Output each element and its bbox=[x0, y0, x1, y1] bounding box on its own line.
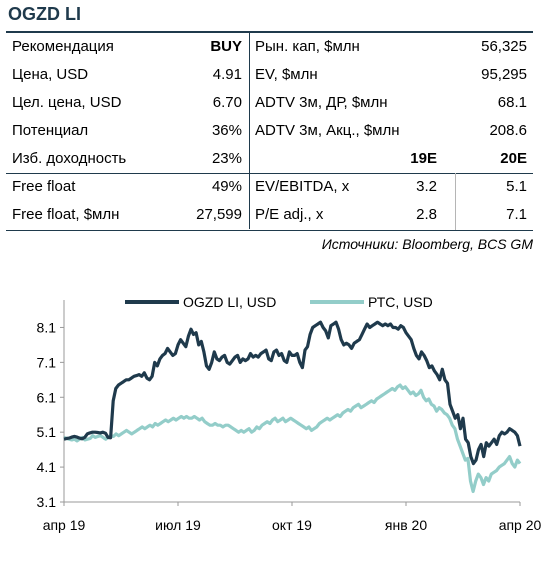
recommendation-label: Рекомендация bbox=[12, 38, 114, 55]
header-19e: 19E bbox=[410, 150, 437, 167]
pe-label: P/E adj., x bbox=[255, 206, 324, 223]
multiples-divider bbox=[455, 173, 456, 230]
table-row: Цена, USD 4.91 EV, $млн 95,295 bbox=[6, 61, 533, 89]
ev-ebitda-label: EV/EBITDA, x bbox=[255, 178, 350, 195]
y-tick-label: 7.1 bbox=[37, 354, 57, 370]
target-price-label: Цел. цена, USD bbox=[12, 94, 122, 111]
ev-ebitda-20e: 5.1 bbox=[506, 178, 527, 195]
market-cap-label: Рын. кап, $млн bbox=[255, 38, 360, 55]
chart-legend: OGZD LI, USD РТС, USD bbox=[125, 294, 433, 310]
column-divider bbox=[249, 33, 250, 229]
free-float-usd-label: Free float, $млн bbox=[12, 206, 120, 223]
legend-label-rts: РТС, USD bbox=[368, 294, 433, 310]
excess-return-label: Изб. доходность bbox=[12, 150, 127, 167]
upside-label: Потенциал bbox=[12, 122, 89, 139]
ev-value: 95,295 bbox=[481, 66, 527, 83]
x-tick-label: апр 20 bbox=[499, 517, 542, 533]
adtv-dr-label: ADTV 3м, ДР, $млн bbox=[255, 94, 388, 111]
free-float-usd-value: 27,599 bbox=[196, 206, 242, 223]
upside-value: 36% bbox=[211, 122, 242, 139]
market-cap-value: 56,325 bbox=[481, 38, 527, 55]
ev-label: EV, $млн bbox=[255, 66, 318, 83]
free-float-value: 49% bbox=[211, 178, 242, 195]
header-20e: 20E bbox=[500, 150, 527, 167]
table-row: Потенциал 36% ADTV 3м, Акц., $млн 208.6 bbox=[6, 117, 533, 145]
table-row: Рекомендация BUY Рын. кап, $млн 56,325 bbox=[6, 33, 533, 61]
y-tick-label: 6.1 bbox=[37, 389, 57, 405]
table-row: Изб. доходность 23% 19E 20E bbox=[6, 145, 533, 173]
chart-series bbox=[63, 320, 522, 494]
table-row: Free float 49% EV/EBITDA, x 3.2 5.1 bbox=[6, 173, 533, 201]
series-line-ogzd bbox=[63, 320, 522, 466]
free-float-label: Free float bbox=[12, 178, 76, 195]
x-tick-label: окт 19 bbox=[272, 517, 312, 533]
pe-20e: 7.1 bbox=[506, 206, 527, 223]
price-value: 4.91 bbox=[212, 66, 242, 83]
adtv-dr-value: 68.1 bbox=[497, 94, 527, 111]
adtv-shares-value: 208.6 bbox=[489, 122, 527, 139]
y-tick-label: 8.1 bbox=[37, 319, 57, 335]
recommendation-value: BUY bbox=[210, 38, 242, 55]
ev-ebitda-19e: 3.2 bbox=[416, 178, 437, 195]
price-label: Цена, USD bbox=[12, 66, 89, 83]
adtv-shares-label: ADTV 3м, Акц., $млн bbox=[255, 122, 400, 139]
table-row: Цел. цена, USD 6.70 ADTV 3м, ДР, $млн 68… bbox=[6, 89, 533, 117]
row-divider bbox=[6, 173, 533, 174]
target-price-value: 6.70 bbox=[212, 94, 242, 111]
x-tick-label: апр 19 bbox=[43, 517, 86, 533]
y-tick-label: 4.1 bbox=[37, 459, 57, 475]
title-divider bbox=[6, 31, 533, 33]
y-tick-label: 5.1 bbox=[37, 424, 57, 440]
page-title: OGZD LI bbox=[8, 4, 81, 24]
table-row: Free float, $млн 27,599 P/E adj., x 2.8 … bbox=[6, 201, 533, 229]
excess-return-value: 23% bbox=[211, 150, 242, 167]
source-note: Источники: Bloomberg, BCS GM bbox=[321, 236, 533, 252]
chart-axes: 3.1 4.1 5.1 6.1 7.1 8.1 апр 19 июл 19 окт 19 янв … bbox=[37, 300, 542, 533]
y-tick-label: 3.1 bbox=[37, 494, 57, 510]
legend-label-ogzd: OGZD LI, USD bbox=[183, 294, 276, 310]
series-line-rts bbox=[63, 383, 522, 494]
table-bottom-rule bbox=[6, 230, 533, 231]
price-chart: OGZD LI, USD РТС, USD 3.1 4.1 5.1 6.1 7.1 8.1… bbox=[37, 294, 542, 533]
x-tick-label: июл 19 bbox=[155, 517, 201, 533]
pe-19e: 2.8 bbox=[416, 206, 437, 223]
x-tick-label: янв 20 bbox=[385, 517, 427, 533]
